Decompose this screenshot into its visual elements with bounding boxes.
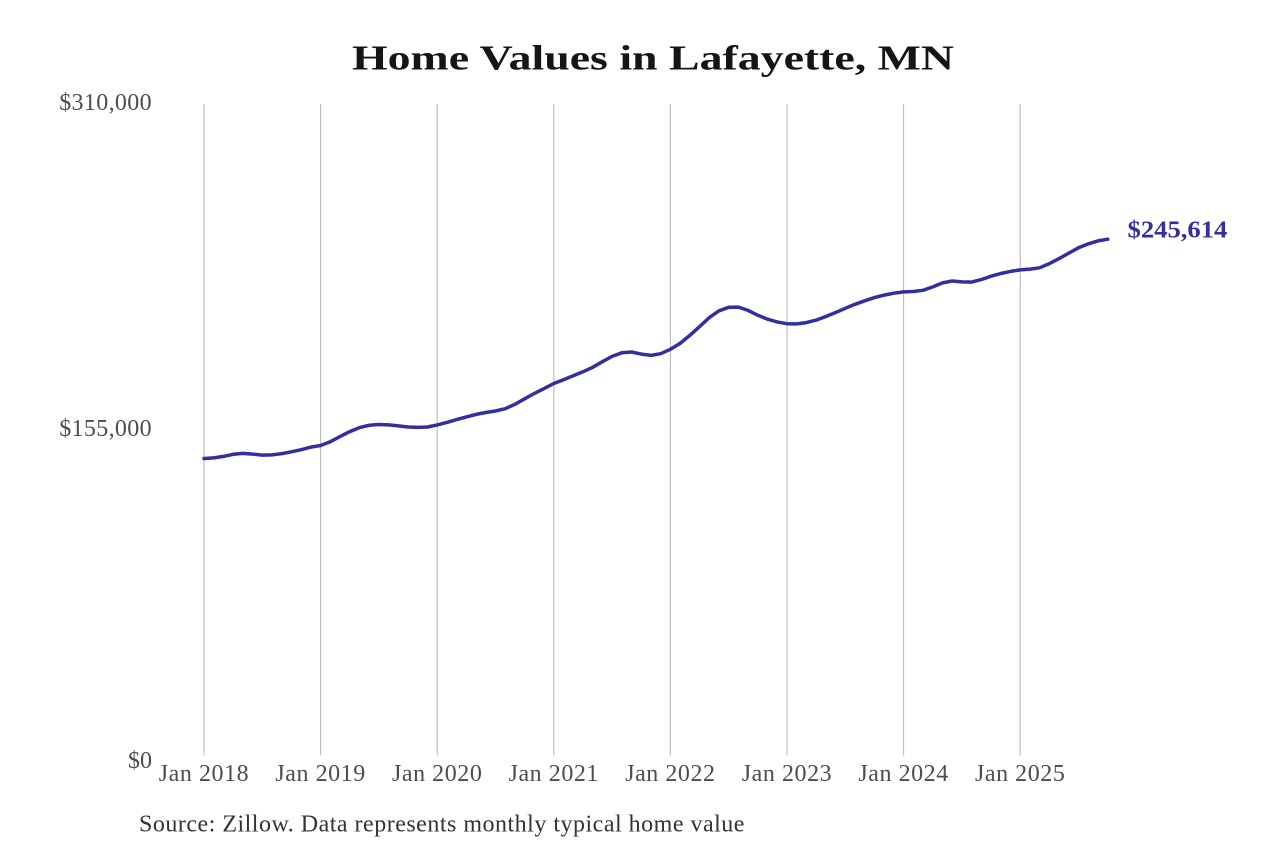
svg-text:Jan 2020: Jan 2020 [392,761,482,787]
svg-text:Home Values in Lafayette, MN: Home Values in Lafayette, MN [352,39,954,78]
svg-text:Jan 2022: Jan 2022 [625,761,715,787]
svg-text:Jan 2019: Jan 2019 [275,761,365,787]
svg-text:$245,614: $245,614 [1128,217,1228,244]
svg-text:Jan 2021: Jan 2021 [509,761,599,787]
svg-text:$155,000: $155,000 [59,416,152,442]
svg-text:Jan 2024: Jan 2024 [858,761,948,787]
svg-text:$310,000: $310,000 [59,90,152,116]
svg-text:Jan 2018: Jan 2018 [159,761,249,787]
svg-text:Jan 2023: Jan 2023 [742,761,832,787]
svg-text:Source: Zillow. Data represent: Source: Zillow. Data represents monthly … [139,811,745,837]
svg-text:$0: $0 [128,748,152,774]
svg-text:Jan 2025: Jan 2025 [975,761,1065,787]
